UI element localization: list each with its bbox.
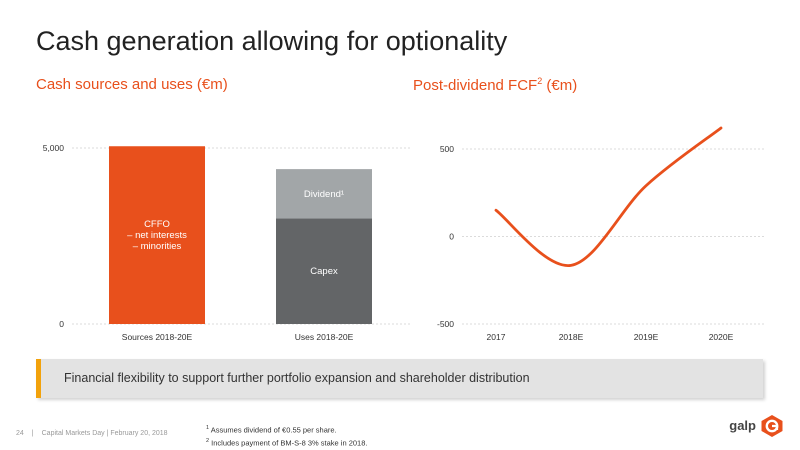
galp-logo: galp — [704, 414, 784, 442]
x-tick-label: 2017 — [487, 332, 506, 342]
line-chart-title-unit: (€m) — [542, 77, 578, 94]
x-tick-label: Sources 2018-20E — [122, 332, 193, 342]
slide-title: Cash generation allowing for optionality — [36, 26, 508, 56]
footnote-2-marker: 2 — [206, 437, 210, 444]
line-chart-title: Post-dividend FCF2 (€m) — [413, 76, 577, 94]
x-tick-label: 2020E — [709, 332, 734, 342]
bar-segment-label: – minorities — [133, 241, 182, 252]
y-tick-label: 5,000 — [43, 143, 65, 153]
y-tick-label: 500 — [440, 144, 454, 154]
callout-text: Financial flexibility to support further… — [64, 371, 530, 385]
bar-segment-label: – net interests — [127, 230, 187, 241]
x-tick-label: 2019E — [634, 332, 659, 342]
bar-segment — [276, 218, 372, 324]
x-tick-label: Uses 2018-20E — [295, 332, 354, 342]
galp-logo-icon — [761, 415, 783, 437]
footnotes: 1 Assumes dividend of €0.55 per share. 2… — [206, 423, 368, 448]
footnote-1-text: Assumes dividend of €0.55 per share. — [210, 425, 337, 435]
footer-separator: | — [31, 430, 34, 437]
callout-box: Financial flexibility to support further… — [36, 359, 763, 398]
footnote-1-marker: 1 — [206, 425, 210, 431]
bar-segment-label: Capex — [310, 266, 338, 277]
x-tick-label: 2018E — [559, 332, 584, 342]
line-chart-title-footnote: 2 — [537, 76, 543, 86]
page-number: 24 — [16, 430, 24, 437]
footer-event: Capital Markets Day | February 20, 2018 — [41, 430, 168, 437]
footnote-2: 2 Includes payment of BM-S-8 3% stake in… — [206, 436, 368, 449]
bar-chart-title: Cash sources and uses (€m) — [36, 76, 228, 93]
bar-segment — [276, 169, 372, 219]
bar-segment — [109, 146, 205, 324]
y-tick-label: -500 — [437, 319, 454, 329]
bar-segment-label: CFFO — [144, 219, 170, 230]
line-chart-title-main: Post-dividend FCF — [413, 77, 538, 94]
fcf-series-line — [494, 126, 723, 267]
y-tick-label: 0 — [449, 232, 454, 242]
callout-accent-bar — [36, 359, 41, 398]
footnote-2-text: Includes payment of BM-S-8 3% stake in 2… — [211, 438, 368, 447]
bar-segment-label: Dividend¹ — [304, 189, 344, 200]
footnote-1: 1 Assumes dividend of €0.55 per share. — [206, 423, 368, 436]
footer: 24 | Capital Markets Day | February 20, 20… — [16, 430, 168, 437]
logo-text: galp — [729, 418, 756, 433]
y-tick-label: 0 — [59, 319, 64, 329]
